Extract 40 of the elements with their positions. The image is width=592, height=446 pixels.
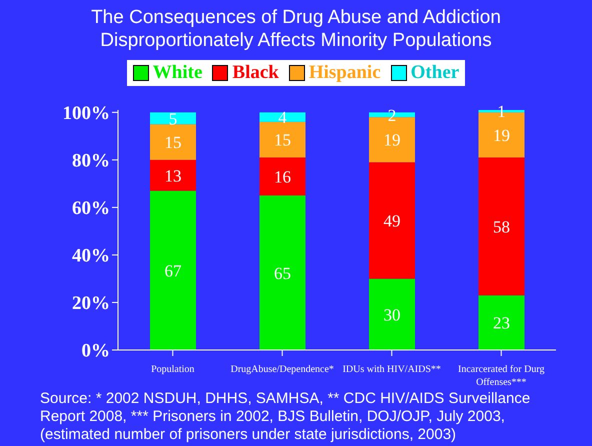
y-tick-label: 80% (72, 150, 110, 172)
data-label: 67 (164, 261, 182, 280)
data-label: 13 (164, 166, 182, 186)
bar (369, 162, 415, 279)
bar (260, 122, 306, 158)
bar (150, 112, 196, 124)
bar (150, 160, 196, 191)
data-label: 49 (384, 212, 400, 231)
data-label: 5 (168, 109, 178, 128)
legend-label: Other (410, 62, 460, 84)
data-label: 19 (493, 126, 510, 145)
data-label: 23 (493, 314, 510, 333)
y-tick-label: 100% (62, 103, 110, 124)
data-label: 58 (493, 217, 510, 236)
data-label: 15 (164, 133, 182, 152)
bar (260, 158, 306, 196)
bar (260, 196, 306, 350)
y-tick-label: 60% (72, 198, 110, 220)
x-tick-label: Incarcerated for Durg Offenses*** (458, 364, 544, 388)
bar (150, 124, 196, 160)
y-tick-label: 20% (72, 293, 110, 314)
y-tick-label: 40% (72, 246, 110, 267)
x-tick-label: DrugAbuse/Dependence* (230, 364, 334, 375)
y-tick-label: 0% (82, 340, 110, 362)
bar (478, 295, 524, 350)
source-note: Source: * 2002 NSDUH, DHHS, SAMHSA, ** CDC HIV/AIDS Surveillance Report 2008, *** Prisoners in 2002, BJS Bulletin, DOJ/OJP, July 2003, (estimated number of prisoners under state jurisdictions, 2003) (40, 390, 532, 444)
data-label: 15 (274, 130, 291, 150)
data-label: 65 (274, 264, 291, 283)
x-tick-label: IDUs with HIV/AIDS** (342, 364, 441, 375)
bar (150, 190, 196, 350)
bar (478, 158, 524, 296)
legend-label: White (152, 62, 202, 84)
data-label: 30 (384, 305, 400, 324)
data-label: 19 (384, 130, 400, 150)
bar (369, 278, 415, 350)
legend-label: Black (232, 62, 279, 84)
x-tick-label: Population (151, 364, 194, 375)
chart-title: The Consequences of Drug Abuse and Addiction Disproportionately Affects Minority Populations (90, 6, 502, 52)
legend-label: Hispanic (308, 62, 381, 84)
data-label: 16 (274, 168, 291, 187)
